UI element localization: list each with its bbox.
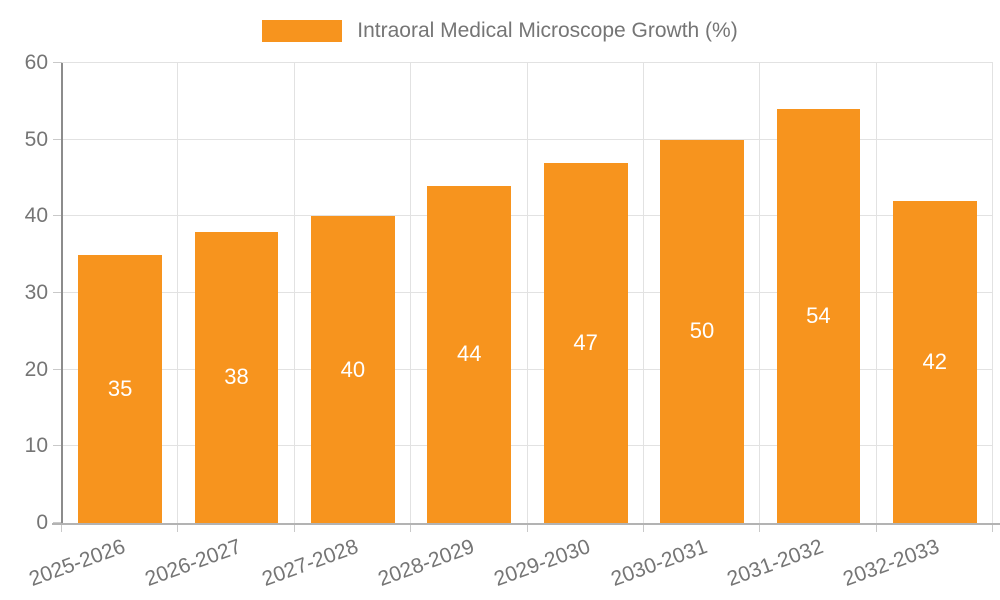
- bar-2029-2030[interactable]: 47: [543, 162, 628, 523]
- y-axis-line: [61, 63, 63, 523]
- y-axis-label: 50: [24, 127, 48, 151]
- x-axis-label: 2032-2033: [840, 535, 943, 591]
- x-gridline: [526, 63, 528, 523]
- bar-slot: 44 2028-2029: [375, 63, 527, 591]
- x-gridline: [293, 63, 295, 523]
- bar-value-label: 54: [806, 303, 831, 328]
- bar-2030-2031[interactable]: 50: [660, 139, 744, 523]
- y-axis-tick: [53, 522, 62, 523]
- bar-2027-2028[interactable]: 40: [311, 216, 395, 523]
- y-axis-tick: [53, 62, 62, 63]
- y-axis-label: 0: [36, 511, 48, 534]
- x-axis-label: 2031-2032: [724, 535, 827, 591]
- x-axis-label: 2029-2030: [491, 535, 594, 591]
- y-axis-label: 60: [24, 51, 48, 74]
- y-gridline: [62, 445, 993, 447]
- x-gridline: [177, 63, 179, 523]
- x-gridline: [992, 63, 993, 523]
- bar-slot: 47 2029-2030: [491, 63, 644, 591]
- x-gridline: [759, 63, 761, 523]
- bar-value-label: 47: [573, 329, 598, 355]
- x-axis-tick: [177, 523, 179, 532]
- x-gridline: [410, 63, 412, 523]
- bar-slot: 40 2027-2028: [259, 63, 411, 591]
- y-axis-tick: [53, 368, 62, 370]
- x-gridline: [875, 63, 877, 523]
- legend-swatch[interactable]: [262, 20, 343, 42]
- bar-2028-2029[interactable]: 44: [427, 185, 512, 523]
- y-gridline: [62, 368, 993, 370]
- y-axis-label: 20: [24, 357, 48, 381]
- x-axis-tick: [992, 523, 993, 532]
- y-axis-label: 10: [24, 434, 48, 458]
- bar-value-label: 50: [689, 318, 715, 344]
- bar-2031-2032[interactable]: 54: [776, 109, 861, 523]
- x-axis-tick: [642, 523, 644, 532]
- x-gridline: [642, 63, 644, 523]
- y-axis-label: 30: [24, 281, 48, 304]
- x-axis-tick: [61, 523, 62, 532]
- x-axis-tick: [293, 523, 295, 532]
- y-axis-tick: [53, 445, 62, 447]
- x-axis-tick: [526, 523, 528, 532]
- x-axis-tick: [759, 523, 761, 532]
- y-gridline: [62, 138, 993, 140]
- x-axis-line: [52, 523, 1000, 525]
- bar-value-label: 38: [224, 364, 249, 390]
- bar-value-label: 42: [922, 349, 948, 374]
- y-gridline: [62, 62, 993, 63]
- plot-area: 0 10 20 30 40 50 60 35 2025-2026 38 2026-2027 40 202…: [25, 52, 1000, 591]
- x-axis-label: 2027-2028: [258, 535, 361, 591]
- bar-2026-2027[interactable]: 38: [194, 231, 279, 523]
- y-axis-label: 40: [24, 204, 48, 228]
- x-axis-label: 2026-2027: [142, 535, 245, 591]
- x-axis-label: 2025-2026: [25, 535, 129, 591]
- x-axis-tick: [410, 523, 412, 532]
- y-axis-tick: [53, 292, 62, 293]
- x-axis-label: 2030-2031: [607, 535, 710, 591]
- bar-2032-2033[interactable]: 42: [892, 201, 977, 523]
- bar-slot: 38 2026-2027: [142, 63, 294, 591]
- bar-2025-2026[interactable]: 35: [78, 254, 163, 523]
- bar-value-label: 44: [457, 341, 482, 367]
- legend-label[interactable]: Intraoral Medical Microscope Growth (%): [357, 19, 738, 42]
- bar-value-label: 40: [340, 356, 366, 382]
- chart-legend: Intraoral Medical Microscope Growth (%): [0, 14, 1000, 48]
- y-gridline: [62, 215, 993, 217]
- bar-slot: 50 2030-2031: [608, 63, 760, 591]
- bar-value-label: 35: [107, 375, 133, 401]
- bar-slot: 42 2032-2033: [840, 63, 993, 591]
- x-axis-label: 2028-2029: [374, 535, 478, 591]
- y-axis-tick: [53, 215, 62, 217]
- bar-slot: 54 2031-2032: [724, 63, 876, 591]
- x-axis-tick: [875, 523, 877, 532]
- bar-slot: 35 2025-2026: [26, 63, 178, 591]
- y-gridline: [62, 292, 993, 293]
- y-axis-tick: [53, 138, 62, 140]
